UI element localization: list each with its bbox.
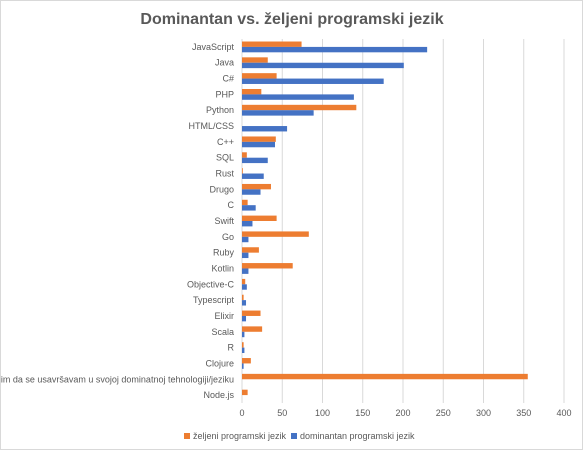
bar-dominantan [242,252,249,259]
bar-zeljeni [242,199,248,206]
category-label: JavaScript [192,42,235,52]
category-label: R [228,343,235,353]
category-label: Java [215,58,234,68]
bar-zeljeni [242,263,293,269]
category-label: Želim da se usavršavam u svojoj dominatn… [1,374,234,384]
legend-swatch [291,433,297,439]
bar-zeljeni [242,215,277,221]
legend-swatch [184,433,190,439]
category-label: Drugo [209,184,234,194]
bar-dominantan [242,141,276,148]
category-label: HTML/CSS [188,121,234,131]
x-tick-label: 300 [476,408,491,418]
category-label: Rust [215,169,234,179]
category-label: C [228,200,235,210]
bar-zeljeni [242,168,243,174]
category-label: Objective-C [187,279,235,289]
gridlines [241,39,565,403]
bar-dominantan [242,284,247,290]
bar-zeljeni [242,389,248,396]
bar-dominantan [242,268,249,274]
bar-zeljeni [242,88,262,95]
bar-dominantan [242,300,247,306]
bar-zeljeni [242,104,357,111]
bar-zeljeni [242,152,247,158]
x-tick-label: 150 [355,408,370,418]
bar-zeljeni [242,183,271,190]
legend-label: željeni programski jezik [193,431,287,441]
bar-zeljeni [242,231,309,237]
category-label: Ruby [213,248,235,258]
category-label: C++ [217,137,234,147]
bar-dominantan [242,315,247,322]
category-label: SQL [216,153,234,163]
category-label: Kotlin [211,263,234,273]
bar-zeljeni [242,310,261,316]
bar-zeljeni [242,342,244,348]
x-tick-label: 0 [239,408,244,418]
bars [242,41,528,396]
category-label: Clojure [205,358,234,368]
bar-dominantan [242,236,249,243]
legend: željeni programski jezik dominantan progr… [184,431,415,441]
x-axis-ticks: 0 50 100 150 200 250 300 350 400 [239,408,571,418]
x-tick-label: 100 [315,408,330,418]
bar-dominantan [242,205,256,211]
x-tick-label: 250 [436,408,451,418]
x-tick-label: 400 [556,408,571,418]
bar-dominantan [242,173,264,179]
legend-label: dominantan programski jezik [300,431,415,441]
bar-dominantan [242,62,404,69]
bar-zeljeni [242,373,528,380]
x-tick-label: 50 [277,408,287,418]
category-label: Node.js [203,390,234,400]
x-tick-label: 200 [395,408,410,418]
category-label: C# [222,74,234,84]
category-label: Elixir [215,311,235,321]
chart-title: Dominantan vs. željeni programski jezik [140,11,443,28]
bar-zeljeni [242,247,259,253]
category-label: Python [206,105,234,115]
bar-dominantan [242,46,428,53]
x-tick-label: 350 [516,408,531,418]
bar-dominantan [242,126,288,132]
bar-zeljeni [242,136,276,142]
bar-zeljeni [242,294,244,301]
bar-dominantan [242,363,244,369]
bar-dominantan [242,189,261,195]
bar-dominantan [242,94,354,100]
bar-zeljeni [242,57,268,63]
bar-dominantan [242,221,253,227]
bar-dominantan [242,331,245,338]
category-labels: JavaScript Java C# PHP Python HTML/CSS C++ SQL R… [1,42,235,400]
bar-zeljeni [242,41,302,47]
category-label: Scala [211,327,234,337]
category-label: PHP [215,89,234,99]
category-label: Go [222,232,234,242]
bar-dominantan [242,157,268,164]
category-label: Typescript [193,295,235,305]
bar-zeljeni [242,326,263,332]
bar-zeljeni [242,73,277,79]
bar-dominantan [242,347,245,354]
category-label: Swift [214,216,234,226]
bar-zeljeni [242,358,251,364]
bar-dominantan [242,110,314,116]
bar-dominantan [242,78,384,84]
bar-zeljeni [242,278,246,285]
